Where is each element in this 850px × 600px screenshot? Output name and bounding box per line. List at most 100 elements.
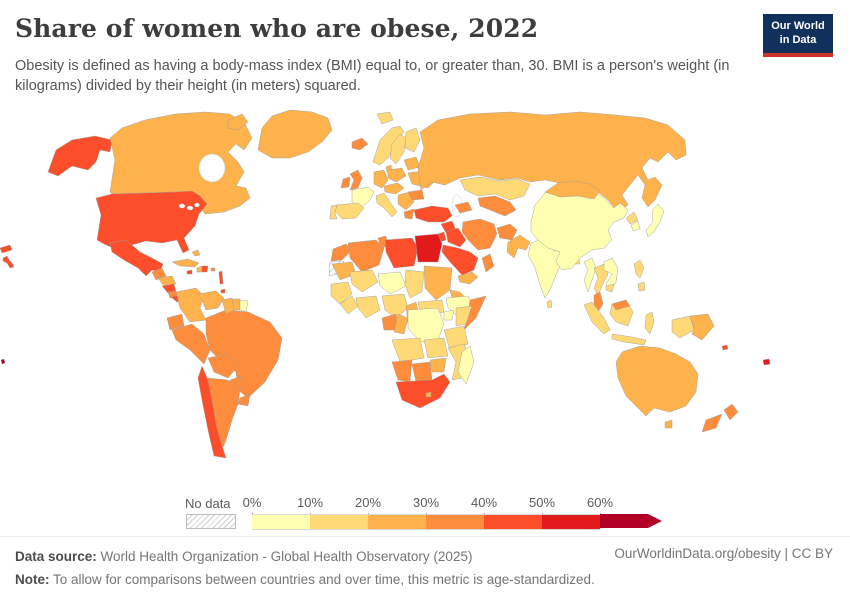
country-sweden[interactable] xyxy=(389,133,407,165)
country-lesser-antilles[interactable] xyxy=(218,270,224,285)
legend-bin-20-30%[interactable] xyxy=(368,514,426,530)
country-jamaica[interactable] xyxy=(186,269,193,275)
country-chile[interactable] xyxy=(197,365,227,459)
country-ecuador[interactable] xyxy=(166,313,185,331)
country-congo[interactable] xyxy=(393,313,409,335)
country-norway[interactable] xyxy=(372,125,405,166)
country-saudi-arabia[interactable] xyxy=(441,244,479,276)
country-myanmar[interactable] xyxy=(583,257,597,293)
country-ireland[interactable] xyxy=(340,176,351,189)
country-turkey[interactable] xyxy=(413,205,453,223)
country-north-korea[interactable] xyxy=(625,211,639,225)
country-spain[interactable] xyxy=(334,202,365,220)
country-afghanistan[interactable] xyxy=(496,223,518,241)
country-lesotho[interactable] xyxy=(425,391,432,398)
country-greenland[interactable] xyxy=(257,109,333,159)
country-romania[interactable] xyxy=(407,189,425,201)
country-iran[interactable] xyxy=(461,218,498,251)
legend-bin-30-40%[interactable] xyxy=(426,514,484,530)
country-venezuela[interactable] xyxy=(197,290,225,311)
legend-bin-60%+[interactable] xyxy=(600,514,662,528)
country-australia[interactable] xyxy=(615,345,699,417)
country-caucasus[interactable] xyxy=(454,201,473,214)
country-honduras[interactable] xyxy=(157,275,177,287)
country-russia[interactable] xyxy=(417,111,687,213)
country-colombia[interactable] xyxy=(175,287,207,323)
country-cambodia[interactable] xyxy=(605,283,615,293)
country-kazakhstan[interactable] xyxy=(459,176,531,201)
country-united-kingdom[interactable] xyxy=(349,169,363,191)
country-namibia[interactable] xyxy=(391,359,413,383)
country-west-new-guinea[interactable] xyxy=(671,315,695,339)
country-chad[interactable] xyxy=(404,269,425,299)
country-greece[interactable] xyxy=(403,208,415,220)
country-malaysia[interactable] xyxy=(593,291,604,313)
country-solomon-islands[interactable] xyxy=(721,344,729,351)
country-alaska[interactable] xyxy=(47,135,113,177)
country-new-zealand-south[interactable] xyxy=(701,413,723,433)
legend-bin-10-20%[interactable] xyxy=(310,514,368,530)
country-sudan[interactable] xyxy=(423,265,453,301)
country-brazil[interactable] xyxy=(205,309,283,399)
country-madagascar[interactable] xyxy=(457,345,475,385)
attribution-link[interactable]: OurWorldinData.org/obesity | CC BY xyxy=(614,546,833,561)
country-egypt[interactable] xyxy=(414,233,443,263)
owid-logo[interactable]: Our World in Data xyxy=(763,14,833,57)
country-uganda[interactable] xyxy=(443,309,455,321)
country-portugal[interactable] xyxy=(329,204,338,220)
country-algeria[interactable] xyxy=(347,239,385,273)
country-ivory-ghana[interactable] xyxy=(355,295,381,319)
country-dr-congo[interactable] xyxy=(407,307,445,343)
country-south-africa[interactable] xyxy=(395,373,451,409)
country-fiji[interactable] xyxy=(762,358,771,366)
country-niger[interactable] xyxy=(377,271,407,295)
country-sulawesi[interactable] xyxy=(644,311,655,335)
country-sumatra[interactable] xyxy=(583,301,611,335)
country-bolivia[interactable] xyxy=(207,353,239,379)
country-zimbabwe[interactable] xyxy=(429,357,447,373)
country-hawaii[interactable] xyxy=(2,255,15,269)
legend-bin-0-10%[interactable] xyxy=(252,514,310,530)
country-java[interactable] xyxy=(611,333,647,346)
country-angola[interactable] xyxy=(391,337,425,363)
country-tasmania[interactable] xyxy=(664,419,673,429)
country-yemen[interactable] xyxy=(457,271,479,285)
country-sri-lanka[interactable] xyxy=(546,299,553,309)
country-french-guiana[interactable] xyxy=(239,299,249,313)
legend-bin-50-60%[interactable] xyxy=(542,514,600,530)
country-morocco[interactable] xyxy=(330,243,353,262)
country-mindanao[interactable] xyxy=(637,281,646,292)
country-germany[interactable] xyxy=(373,169,389,189)
country-france[interactable] xyxy=(351,186,375,208)
country-italy[interactable] xyxy=(375,192,398,218)
country-tanzania[interactable] xyxy=(443,325,469,351)
country-vietnam-laos[interactable] xyxy=(603,257,619,293)
country-cuba[interactable] xyxy=(171,258,200,268)
country-baffin-island[interactable] xyxy=(227,113,249,131)
country-philippines[interactable] xyxy=(633,259,645,279)
country-senegal-region[interactable] xyxy=(330,281,353,305)
country-south-korea[interactable] xyxy=(630,220,641,232)
country-japan[interactable] xyxy=(645,203,665,238)
country-svalbard[interactable] xyxy=(376,111,394,125)
country-central-europe[interactable] xyxy=(383,182,405,195)
country-iraq[interactable] xyxy=(445,227,467,248)
country-pakistan[interactable] xyxy=(506,234,531,259)
legend-bins[interactable] xyxy=(252,514,662,530)
country-nigeria[interactable] xyxy=(381,293,409,319)
country-poland[interactable] xyxy=(387,167,407,183)
country-puerto-rico[interactable] xyxy=(210,267,216,272)
country-belarus-baltics[interactable] xyxy=(403,156,421,171)
country-aleutians[interactable] xyxy=(0,244,13,254)
country-guatemala[interactable] xyxy=(151,267,167,281)
country-libya[interactable] xyxy=(384,237,419,269)
country-peru[interactable] xyxy=(171,323,211,365)
country-trinidad[interactable] xyxy=(220,288,226,294)
country-papua-new-guinea[interactable] xyxy=(689,313,715,341)
country-central-asia[interactable] xyxy=(477,195,517,217)
country-mongolia[interactable] xyxy=(544,180,601,200)
country-botswana[interactable] xyxy=(411,361,433,383)
country-kenya[interactable] xyxy=(455,305,473,327)
country-bahamas[interactable] xyxy=(191,249,201,257)
country-finland[interactable] xyxy=(404,127,421,153)
